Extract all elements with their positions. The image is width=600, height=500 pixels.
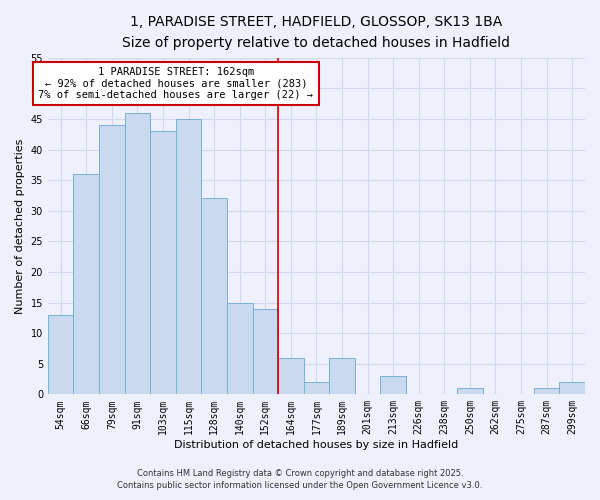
Bar (380, 376, 406, 394)
Y-axis label: Number of detached properties: Number of detached properties (15, 138, 25, 314)
Bar (73, 174, 99, 394)
Bar (278, 358, 304, 395)
Bar (48, 315, 73, 394)
Title: 1, PARADISE STREET, HADFIELD, GLOSSOP, SK13 1BA
Size of property relative to det: 1, PARADISE STREET, HADFIELD, GLOSSOP, S… (122, 15, 511, 50)
Bar (176, 119, 202, 394)
Bar (534, 388, 559, 394)
Bar (227, 302, 253, 394)
Bar (304, 382, 329, 394)
Bar (559, 382, 585, 394)
Bar (202, 198, 227, 394)
Bar (125, 113, 150, 394)
X-axis label: Distribution of detached houses by size in Hadfield: Distribution of detached houses by size … (175, 440, 458, 450)
Bar (329, 358, 355, 395)
Text: 1 PARADISE STREET: 162sqm
← 92% of detached houses are smaller (283)
7% of semi-: 1 PARADISE STREET: 162sqm ← 92% of detac… (38, 67, 313, 100)
Bar (150, 131, 176, 394)
Bar (457, 388, 482, 394)
Bar (253, 308, 278, 394)
Text: Contains HM Land Registry data © Crown copyright and database right 2025.
Contai: Contains HM Land Registry data © Crown c… (118, 468, 482, 490)
Bar (99, 125, 125, 394)
